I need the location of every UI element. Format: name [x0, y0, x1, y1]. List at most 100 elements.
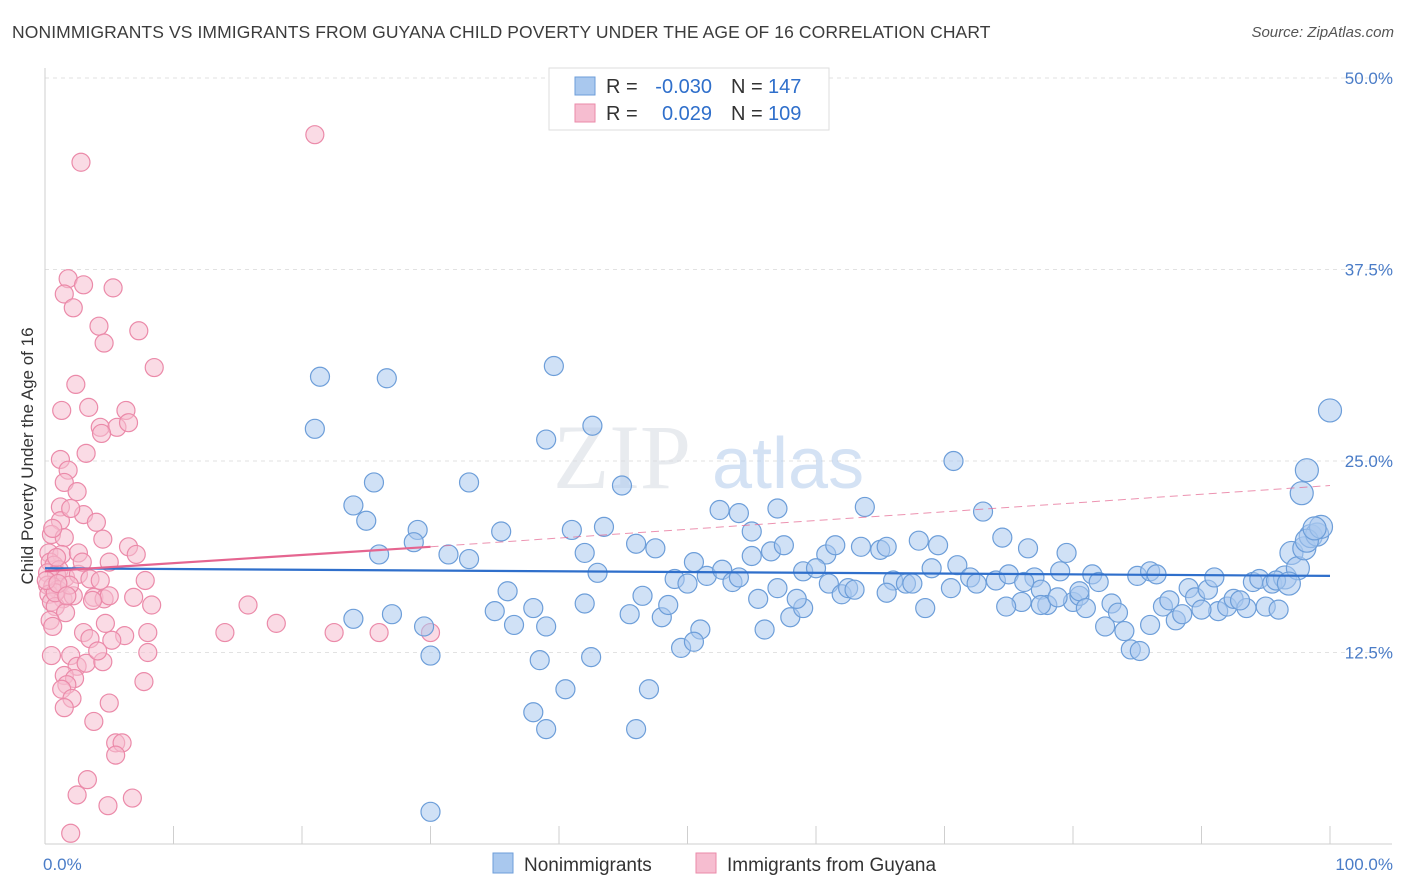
nonimmigrants-point-24: [438, 544, 459, 565]
legend-swatch-nonimmigrants: [574, 76, 596, 96]
immigrants-guyana-point-93: [61, 823, 81, 843]
nonimmigrants-point-51: [728, 567, 750, 588]
nonimmigrants-point-58: [844, 579, 865, 600]
bottom-legend-swatch-immigrants-guyana: [695, 852, 717, 874]
nonimmigrants-point-54: [805, 558, 827, 579]
legend-swatch-immigrants-guyana: [574, 103, 596, 123]
nonimmigrants-point-2: [543, 355, 564, 377]
immigrants-guyana-point-90: [67, 785, 87, 805]
nonimmigrants-point-88: [1204, 567, 1225, 588]
immigrants-guyana-point-12: [52, 400, 72, 421]
immigrants-guyana-point-76: [41, 645, 62, 666]
nonimmigrants-point-16: [709, 499, 730, 521]
bottom-legend: Nonimmigrants Immigrants from Guyana: [492, 852, 936, 876]
nonimmigrants-point-76: [1088, 571, 1109, 593]
immigrants-guyana-point-108: [88, 641, 108, 661]
grid-lines: [45, 77, 1392, 653]
nonimmigrants-point-118: [1191, 599, 1212, 620]
nonimmigrants-point-30: [741, 545, 762, 567]
nonimmigrants-point-120: [343, 608, 364, 629]
immigrants-guyana-point-85: [84, 711, 104, 732]
nonimmigrants-point-3: [304, 418, 325, 439]
nonimmigrants-point-111: [1069, 581, 1090, 602]
legend-r-label-2: R =: [606, 103, 638, 125]
immigrants-guyana-point-17: [118, 413, 139, 433]
nonimmigrants-point-32: [773, 535, 794, 556]
nonimmigrants-point-122: [503, 614, 525, 636]
nonimmigrants-point-26: [497, 581, 518, 602]
immigrants-guyana-trend-line: [44, 545, 431, 573]
nonimmigrants-point-62: [921, 558, 942, 579]
immigrants-guyana-point-9: [94, 333, 114, 353]
immigrants-guyana-point-81: [99, 693, 119, 713]
immigrants-guyana-point-6: [63, 298, 83, 318]
immigrants-guyana-point-58: [142, 595, 162, 615]
nonimmigrants-point-11: [356, 510, 377, 531]
watermark-atlas: atlas: [712, 424, 864, 504]
y-tick-label-2: 37.5%: [1345, 261, 1393, 280]
immigrants-guyana-point-68: [324, 622, 344, 643]
immigrants-guyana-point-54: [99, 586, 119, 606]
immigrants-guyana-point-11: [66, 374, 86, 394]
immigrants-guyana-point-89: [77, 770, 98, 790]
immigrants-guyana-point-45: [135, 570, 155, 591]
nonimmigrants-point-4: [536, 429, 557, 450]
immigrants-guyana-point-82: [134, 672, 154, 692]
nonimmigrants-point-65: [966, 573, 987, 594]
immigrants-guyana-point-13: [79, 397, 99, 417]
immigrants-guyana-point-1: [71, 152, 91, 172]
nonimmigrants-point-135: [683, 631, 705, 652]
nonimmigrants-point-38: [908, 530, 929, 551]
nonimmigrants-point-117: [1139, 614, 1161, 636]
immigrants-guyana-point-27: [86, 512, 107, 532]
nonimmigrants-point-34: [825, 535, 846, 556]
immigrants-guyana-point-105: [61, 498, 81, 519]
nonimmigrants-point-40: [992, 527, 1013, 548]
nonimmigrants-point-82: [1159, 590, 1180, 611]
immigrants-guyana-point-8: [129, 321, 149, 341]
nonimmigrants-point-45: [632, 585, 653, 606]
immigrants-guyana-point-96: [72, 552, 92, 572]
nonimmigrants-point-116: [1129, 640, 1150, 662]
watermark: ZIP atlas: [553, 406, 864, 508]
immigrants-guyana-point-102: [102, 630, 122, 650]
nonimmigrants-point-147: [876, 582, 897, 603]
immigrants-guyana-point-59: [238, 595, 258, 615]
nonimmigrants-point-1: [376, 368, 397, 389]
immigrants-guyana-point-69: [369, 622, 389, 643]
nonimmigrants-point-150: [996, 596, 1017, 617]
immigrants-guyana-point-97: [95, 613, 115, 633]
chart-title: NONIMMIGRANTS VS IMMIGRANTS FROM GUYANA …: [12, 22, 991, 42]
nonimmigrants-point-123: [523, 597, 544, 619]
nonimmigrants-point-148: [915, 597, 936, 619]
nonimmigrants-point-142: [484, 601, 505, 622]
nonimmigrants-points: [304, 355, 1343, 822]
immigrants-guyana-point-84: [54, 698, 74, 718]
nonimmigrants-point-109: [1317, 398, 1343, 423]
nonimmigrants-point-10: [343, 495, 364, 516]
nonimmigrants-point-84: [1172, 604, 1193, 625]
bottom-legend-label-nonimmigrants: Nonimmigrants: [524, 855, 652, 876]
immigrants-guyana-point-7: [89, 316, 109, 336]
nonimmigrants-point-8: [611, 475, 633, 496]
x-tick-label-0: 0.0%: [43, 855, 82, 874]
bottom-legend-swatch-nonimmigrants: [492, 852, 514, 874]
nonimmigrants-point-25: [458, 548, 480, 570]
nonimmigrants-point-47: [677, 573, 698, 594]
legend-n-value-1: 147: [768, 76, 801, 98]
nonimmigrants-point-124: [536, 616, 557, 637]
immigrants-guyana-point-92: [122, 788, 142, 808]
legend-n-label-1: N =: [731, 76, 763, 98]
nonimmigrants-point-21: [972, 501, 994, 522]
nonimmigrants-point-14: [561, 519, 582, 541]
nonimmigrants-point-152: [1047, 587, 1068, 608]
nonimmigrants-point-151: [1014, 571, 1035, 593]
immigrants-guyana-point-0: [305, 125, 325, 145]
y-axis-title: Child Poverty Under the Age of 16: [18, 327, 37, 584]
nonimmigrants-point-6: [363, 472, 385, 493]
nonimmigrants-point-156: [1276, 571, 1301, 596]
immigrants-guyana-point-75: [138, 642, 158, 663]
nonimmigrants-point-106: [1302, 516, 1327, 541]
immigrants-guyana-point-10: [144, 357, 164, 378]
